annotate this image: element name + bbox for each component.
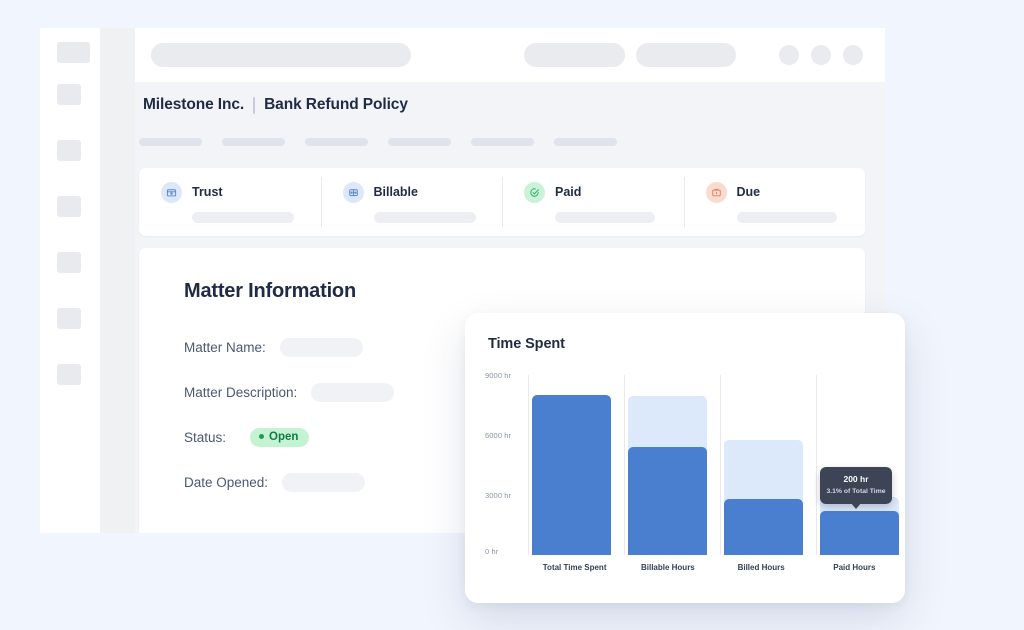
stat-label: Billable <box>373 185 418 199</box>
sidebar-item-5[interactable] <box>57 252 81 273</box>
paid-check-icon <box>524 181 545 203</box>
chart-title: Time Spent <box>488 336 565 352</box>
field-label: Date Opened: <box>184 474 269 490</box>
stat-value-placeholder <box>373 211 476 223</box>
toolbar-pill-2[interactable] <box>524 43 625 67</box>
top-toolbar <box>135 28 885 82</box>
stat-value-placeholder <box>736 211 837 223</box>
column-separator <box>624 375 625 555</box>
tooltip-value: 200 hr <box>843 474 869 484</box>
nav-tab-5[interactable] <box>471 138 534 146</box>
nav-tab-4[interactable] <box>388 138 451 146</box>
summary-cards: Trust Billable <box>139 168 865 236</box>
chart-x-axis-labels: Total Time Spent Billable Hours Billed H… <box>528 563 901 572</box>
status-badge: Open <box>250 427 310 447</box>
toolbar-pill-3[interactable] <box>636 43 736 67</box>
matter-name-value[interactable] <box>279 337 363 357</box>
stat-value-placeholder <box>555 211 655 223</box>
nav-tab-1[interactable] <box>139 138 202 146</box>
x-axis-label: Paid Hours <box>833 563 876 572</box>
x-axis-label: Billable Hours <box>640 563 695 572</box>
bar-value[interactable] <box>724 499 803 555</box>
y-axis-tick: 6000 hr <box>485 431 512 440</box>
nav-tab-3[interactable] <box>305 138 368 146</box>
field-label: Matter Description: <box>184 384 298 400</box>
bar-group-billed-hours[interactable] <box>720 375 807 555</box>
x-axis-label: Total Time Spent <box>542 563 607 572</box>
matter-description-value[interactable] <box>311 382 395 402</box>
avatar[interactable] <box>843 45 863 65</box>
stat-card-due[interactable]: Due <box>683 168 866 236</box>
toolbar-dot-2[interactable] <box>811 45 831 65</box>
stat-value-placeholder <box>192 211 294 223</box>
sidebar-rail <box>40 28 100 533</box>
field-matter-description: Matter Description: <box>184 381 395 403</box>
y-axis-tick: 0 hr <box>485 547 499 556</box>
column-separator <box>528 375 529 555</box>
column-separator <box>816 375 817 555</box>
matter-information-heading: Matter Information <box>184 280 356 302</box>
sidebar-item-6[interactable] <box>57 308 81 329</box>
sidebar-item-3[interactable] <box>57 140 81 161</box>
bar-group-paid-hours[interactable]: 200 hr 3.1% of Total Time <box>816 375 903 555</box>
chart-bars: 200 hr 3.1% of Total Time <box>528 375 899 555</box>
field-status: Status: Open <box>184 426 310 448</box>
stat-card-trust[interactable]: Trust <box>139 168 321 236</box>
field-date-opened: Date Opened: <box>184 471 366 493</box>
sidebar-item-1[interactable] <box>57 42 90 63</box>
breadcrumb: Milestone Inc. Bank Refund Policy <box>135 96 885 114</box>
bar-value[interactable] <box>628 447 707 555</box>
stat-card-paid[interactable]: Paid <box>502 168 684 236</box>
billable-card-icon <box>342 181 364 203</box>
bar-value[interactable] <box>820 511 899 555</box>
sidebar-item-7[interactable] <box>57 364 81 385</box>
toolbar-dot-1[interactable] <box>779 45 799 65</box>
sidebar-item-2[interactable] <box>57 84 81 105</box>
stat-label: Due <box>736 185 761 199</box>
page-title: Bank Refund Policy <box>264 96 408 113</box>
x-axis-label: Billed Hours <box>737 563 785 572</box>
y-axis-tick: 9000 hr <box>485 371 512 380</box>
bar-value[interactable] <box>532 395 611 555</box>
field-matter-name: Matter Name: <box>184 336 363 358</box>
search-input[interactable] <box>151 43 411 67</box>
bar-group-total-time-spent[interactable] <box>528 375 615 555</box>
time-spent-chart-card: Time Spent 9000 hr 6000 hr 3000 hr 0 hr <box>465 313 905 603</box>
trust-wallet-icon <box>161 181 182 203</box>
tooltip-arrow-icon <box>851 503 861 509</box>
stat-label: Trust <box>192 185 223 199</box>
due-alert-icon <box>705 181 727 203</box>
status-badge-label: Open <box>269 430 299 443</box>
field-label: Matter Name: <box>184 339 266 355</box>
date-opened-value[interactable] <box>282 472 366 492</box>
tooltip-subtitle: 3.1% of Total Time <box>826 488 886 495</box>
sidebar-item-4[interactable] <box>57 196 81 217</box>
company-name: Milestone Inc. <box>143 96 245 113</box>
sidebar-gutter <box>100 28 135 533</box>
nav-tab-2[interactable] <box>222 138 285 146</box>
status-dot-icon <box>259 434 265 439</box>
breadcrumb-divider <box>253 96 256 114</box>
chart-plot-area: 9000 hr 6000 hr 3000 hr 0 hr <box>485 371 899 556</box>
nav-tabs <box>139 138 617 146</box>
stat-card-billable[interactable]: Billable <box>320 168 503 236</box>
field-label: Status: <box>184 429 227 445</box>
bar-group-billable-hours[interactable] <box>624 375 711 555</box>
y-axis-tick: 3000 hr <box>485 491 512 500</box>
column-separator <box>720 375 721 555</box>
chart-tooltip: 200 hr 3.1% of Total Time <box>820 467 892 509</box>
stat-label: Paid <box>555 185 582 199</box>
nav-tab-6[interactable] <box>554 138 617 146</box>
